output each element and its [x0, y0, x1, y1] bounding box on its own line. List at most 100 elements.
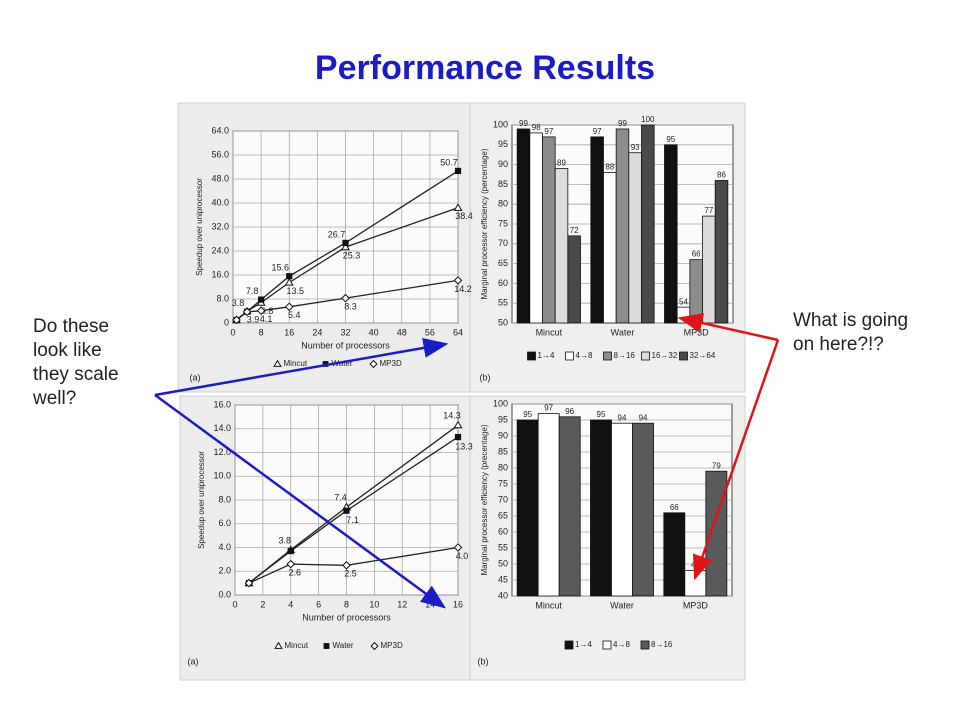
- y-axis-label: Marginal processor efficiency (precentag…: [480, 424, 489, 575]
- y-tick-label: 100: [493, 119, 508, 129]
- y-tick-label: 0.0: [218, 589, 231, 599]
- annotation-line: What is going: [793, 310, 908, 331]
- data-label: 96: [565, 407, 574, 416]
- chart: 50 55 60 65 70 75 80 85 90 95 100 Marginal processo…: [480, 115, 734, 382]
- legend-swatch: [603, 351, 612, 361]
- data-label: 15.6: [271, 263, 289, 273]
- x-tick-label: 32: [340, 327, 350, 337]
- bar: [615, 128, 630, 324]
- marker: [242, 307, 252, 317]
- data-label: 99: [618, 119, 627, 128]
- annotation-line: on here?!?: [793, 334, 884, 355]
- x-tick-label: Mincut: [536, 327, 563, 337]
- data-label: 2.6: [288, 568, 301, 578]
- y-tick-label: 65: [498, 510, 508, 520]
- legend-swatch: [641, 351, 650, 361]
- x-tick-label: 0: [230, 327, 235, 337]
- x-tick-label: 16: [284, 327, 294, 337]
- legend-label: Mincut: [284, 359, 308, 368]
- panel-label: (b): [478, 656, 489, 666]
- data-label: 8.3: [344, 301, 357, 311]
- bar: [567, 235, 581, 324]
- y-tick-label: 40.0: [211, 197, 229, 207]
- marker: [453, 543, 463, 552]
- y-tick-label: 80: [498, 199, 508, 209]
- data-label: 94: [639, 413, 648, 422]
- x-tick-label: Water: [611, 327, 635, 337]
- bar: [689, 259, 703, 324]
- marker: [232, 315, 241, 325]
- series-line: [248, 546, 459, 584]
- bar: [611, 422, 633, 597]
- x-tick-label: 8: [259, 327, 264, 337]
- annotation-line: look like: [33, 340, 102, 361]
- data-label: 3.9: [247, 315, 260, 325]
- marker: [244, 578, 254, 588]
- y-axis-label: Marginal processor efficiency (percentag…: [480, 148, 489, 299]
- marker: [286, 273, 293, 280]
- data-label: 3.8: [278, 535, 291, 545]
- y-tick-label: 60: [498, 278, 508, 288]
- data-label: 93: [631, 143, 640, 152]
- data-label: 4.1: [260, 314, 273, 324]
- marker: [287, 547, 294, 555]
- bar: [590, 419, 612, 597]
- bar: [663, 512, 686, 597]
- arrow: [692, 339, 780, 581]
- data-label: 4.0: [456, 551, 469, 561]
- y-tick-label: 85: [498, 446, 508, 456]
- data-label: 72: [570, 226, 579, 235]
- data-label: 79: [712, 461, 721, 470]
- annotation-line: they scale: [33, 364, 119, 385]
- data-label: 97: [544, 404, 553, 413]
- data-label: 7.4: [334, 493, 347, 503]
- x-tick-label: MP3D: [683, 600, 709, 610]
- marker: [453, 203, 463, 211]
- chart: 40 45 50 55 60 65 70 75 80 85 90 95 100 Marginal proc…: [478, 398, 733, 666]
- y-tick-label: 6.0: [218, 518, 231, 528]
- data-label: 5.4: [288, 310, 301, 320]
- legend-swatch: [602, 640, 612, 650]
- data-label: 50.7: [440, 157, 458, 167]
- legend-label: Water: [333, 641, 354, 650]
- y-tick-label: 56.0: [211, 149, 229, 159]
- marker: [453, 420, 463, 429]
- charts: 08.016.024.032.040.048.056.064.0Speedup …: [188, 115, 734, 666]
- x-axis-label: Number of processors: [301, 340, 390, 350]
- y-tick-label: 4.0: [218, 542, 231, 552]
- data-label: 25.3: [343, 250, 361, 260]
- data-label: 95: [523, 410, 532, 419]
- legend-label: MP3D: [380, 359, 402, 368]
- legend-label: 32→64: [690, 351, 716, 360]
- bar: [516, 128, 531, 324]
- bar: [664, 144, 678, 324]
- data-label: 95: [666, 135, 675, 144]
- x-tick-label: Water: [610, 600, 634, 610]
- legend-label: 16→32: [652, 351, 678, 360]
- chart: 0.0 2.0 4.0 6.0 8.0 10.0 12.0 14.0 16.0 Speedup o…: [188, 399, 473, 666]
- y-tick-label: 24.0: [211, 245, 229, 255]
- data-label: 94: [618, 413, 627, 422]
- bar: [705, 470, 728, 597]
- y-tick-label: 80: [498, 462, 508, 472]
- marker: [284, 277, 294, 286]
- data-label: 66: [670, 503, 679, 512]
- legend-label: 8→16: [614, 351, 636, 360]
- legend-label: 1→4: [575, 640, 592, 649]
- data-label: 77: [704, 206, 713, 215]
- marker: [323, 643, 330, 649]
- data-label: 100: [641, 115, 655, 124]
- legend-label: Mincut: [285, 641, 309, 650]
- legend-swatch: [564, 640, 574, 650]
- y-tick-label: 2.0: [218, 566, 231, 576]
- y-axis-label: Speedup over uniprocessor: [197, 451, 206, 549]
- x-tick-label: 24: [312, 327, 322, 337]
- y-tick-label: 32.0: [211, 221, 229, 231]
- annotations: Do these look like they scale well? What is …: [32, 310, 908, 609]
- bar: [590, 136, 604, 324]
- x-tick-label: 6: [316, 599, 321, 609]
- bar: [714, 180, 729, 324]
- legend-swatch: [527, 351, 536, 361]
- data-label: 13.5: [286, 286, 304, 296]
